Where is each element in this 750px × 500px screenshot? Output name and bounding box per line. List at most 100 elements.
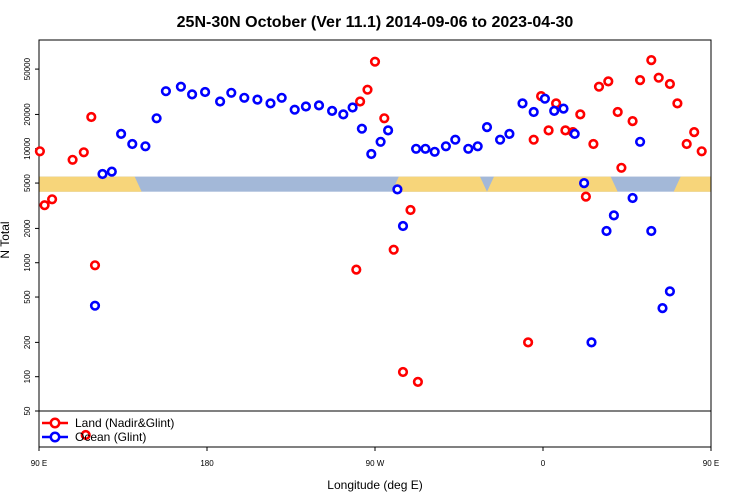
land-point — [39, 200, 50, 211]
land-point — [362, 84, 373, 95]
land-point — [528, 134, 539, 145]
ocean-point — [440, 141, 452, 152]
y-tick-label: 50000 — [23, 57, 32, 80]
ocean-point — [608, 210, 620, 221]
ocean-point — [140, 141, 151, 152]
ocean-point — [627, 192, 638, 204]
x-tick-label: 180 — [200, 459, 214, 468]
y-tick-label: 20000 — [23, 103, 32, 126]
land-point — [522, 337, 534, 348]
land-point — [588, 138, 599, 150]
ocean-point — [356, 123, 368, 134]
ocean-point — [276, 92, 287, 103]
land-point — [612, 106, 623, 118]
band-land-2 — [39, 176, 142, 192]
ocean-point — [375, 136, 386, 147]
ocean-point — [634, 136, 646, 147]
ocean-point — [528, 106, 539, 118]
band-land-1 — [487, 176, 618, 192]
land-point — [616, 162, 627, 173]
plot-frame — [38, 39, 712, 448]
land-point — [379, 113, 390, 124]
ocean-point — [89, 300, 101, 311]
y-tick-label: 10000 — [23, 137, 32, 160]
ocean-point — [450, 134, 461, 145]
ocean-point — [472, 141, 483, 152]
ocean-point — [646, 225, 657, 237]
y-tick-label: 100 — [23, 369, 32, 383]
ocean-point — [265, 98, 276, 109]
land-series — [34, 54, 707, 388]
x-tick-label: 90 W — [366, 459, 385, 468]
land-point — [653, 72, 664, 83]
land-point — [575, 109, 586, 120]
y-tick-label: 500 — [23, 290, 32, 304]
legend-land-label: Land (Nadir&Glint) — [75, 416, 174, 430]
ocean-point — [313, 100, 325, 111]
ocean-point — [517, 98, 528, 109]
land-point — [67, 154, 78, 165]
ocean-point — [397, 220, 409, 232]
land-point — [543, 125, 554, 136]
legend-ocean-label: Ocean (Glint) — [75, 430, 146, 444]
band-land-0 — [391, 176, 487, 192]
ocean-point — [175, 81, 186, 92]
land-point — [634, 74, 646, 86]
land-point — [86, 111, 97, 123]
land-point — [369, 56, 381, 67]
legend-ocean-marker — [49, 431, 61, 443]
land-point — [397, 366, 409, 378]
ocean-point — [463, 143, 474, 154]
ocean-point — [187, 89, 198, 100]
ocean-point — [657, 303, 668, 314]
ocean-point — [539, 93, 551, 104]
ocean-point — [327, 105, 338, 116]
ocean-point — [160, 86, 171, 97]
ocean-point — [495, 134, 506, 145]
ocean-point — [664, 286, 676, 297]
ocean-point — [481, 121, 493, 133]
land-point — [646, 54, 657, 66]
band-group — [39, 176, 711, 192]
y-tick-label: 1000 — [23, 253, 32, 271]
land-point — [627, 115, 638, 127]
y-tick-label: 5000 — [23, 174, 32, 192]
ocean-point — [420, 143, 431, 154]
ocean-point — [578, 178, 590, 189]
band-land-2 — [673, 176, 711, 192]
land-point — [351, 264, 362, 275]
land-point — [355, 96, 366, 107]
ocean-series — [89, 81, 676, 348]
land-point — [34, 146, 46, 157]
land-point — [593, 81, 605, 92]
ocean-point — [252, 94, 263, 105]
land-point — [664, 78, 676, 90]
ocean-point — [289, 104, 300, 115]
ocean-point — [215, 96, 226, 107]
land-point — [412, 376, 424, 388]
ocean-point — [504, 128, 515, 139]
plot-area: 50 100 200 500 1000 2000 5000 10000 20000 50000 90… — [23, 39, 719, 468]
ocean-point — [115, 128, 127, 139]
y-tick-label: 50 — [23, 406, 32, 415]
x-tick-label: 0 — [541, 459, 546, 468]
ocean-point — [226, 87, 237, 98]
x-tick-label: 90 E — [31, 459, 47, 468]
y-axis-label: N Total — [0, 221, 12, 258]
land-point — [681, 138, 692, 150]
land-point — [46, 194, 58, 205]
land-point — [89, 260, 101, 271]
legend-land-marker — [49, 417, 61, 429]
land-point — [689, 127, 700, 138]
ocean-point — [383, 125, 394, 136]
land-point — [78, 147, 89, 158]
ocean-point — [569, 128, 580, 139]
below-range-point — [80, 429, 91, 441]
ocean-point — [392, 184, 403, 195]
land-point — [696, 146, 707, 157]
ocean-point — [347, 102, 358, 113]
y-tick-label: 200 — [23, 335, 32, 349]
ocean-point — [106, 166, 117, 177]
ocean-point — [200, 86, 211, 98]
